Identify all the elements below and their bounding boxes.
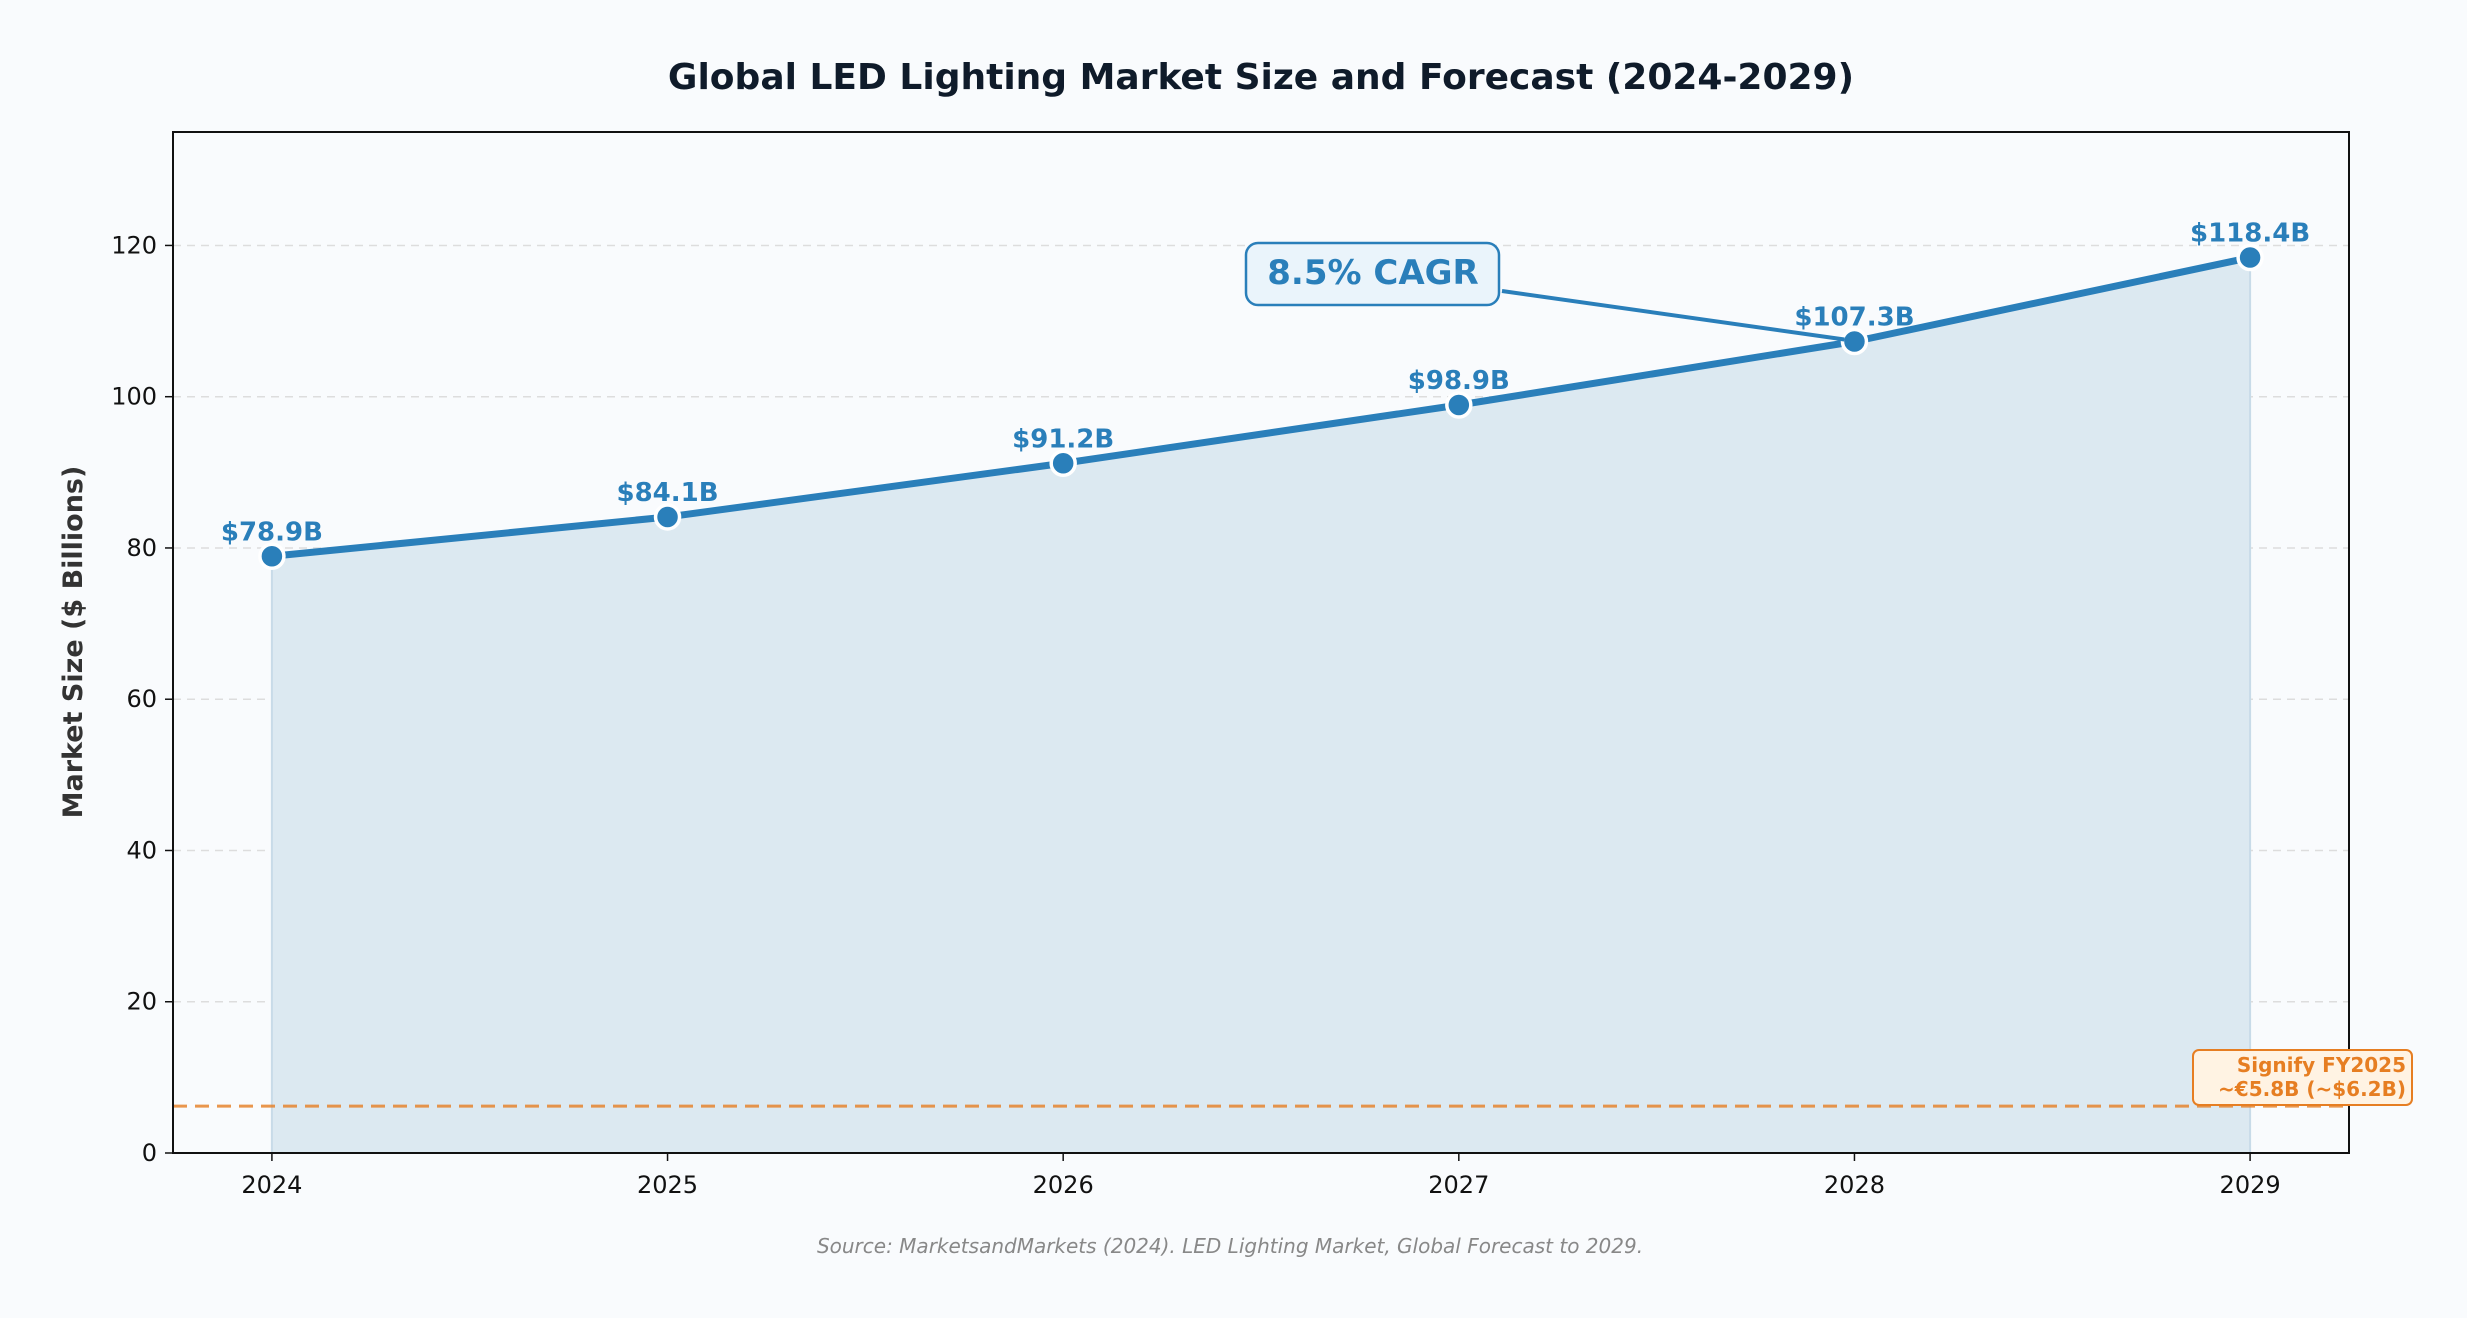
- data-point: [653, 503, 682, 531]
- data-label: $118.4B: [2190, 219, 2310, 249]
- x-tick-label: 2028: [1824, 1171, 1885, 1199]
- cagr-label: 8.5% CAGR: [1267, 253, 1479, 293]
- y-tick-label: 80: [126, 534, 157, 562]
- x-tick-label: 2025: [637, 1171, 698, 1199]
- y-tick-label: 0: [142, 1139, 157, 1167]
- signify-label-line2: ~€5.8B (~$6.2B): [2218, 1077, 2406, 1101]
- chart-title: Global LED Lighting Market Size and Fore…: [668, 57, 1854, 98]
- series-line: [271, 254, 2251, 560]
- y-tick-label: 60: [126, 685, 157, 713]
- data-label: $107.3B: [1794, 302, 1914, 332]
- source-note: Source: MarketsandMarkets (2024). LED Li…: [817, 1234, 1643, 1258]
- signify-label-line1: Signify FY2025: [2237, 1053, 2406, 1077]
- data-point: [2236, 243, 2264, 272]
- data-point: [258, 542, 286, 571]
- data-label: $84.1B: [617, 478, 719, 508]
- data-label: $78.9B: [221, 517, 323, 547]
- plot-frame: [172, 131, 2350, 1154]
- data-point: [1445, 391, 1473, 419]
- data-label: $98.9B: [1408, 366, 1510, 396]
- x-tick-label: 2026: [1033, 1171, 1094, 1199]
- cagr-box: [1244, 241, 1501, 307]
- cagr-arrow: [1501, 289, 1845, 342]
- y-tick-label: 120: [111, 231, 157, 259]
- y-tick-label: 100: [111, 383, 157, 411]
- data-point: [1840, 327, 1869, 356]
- y-axis-label: Market Size ($ Billions): [58, 466, 89, 819]
- data-label: $91.2B: [1012, 424, 1114, 454]
- signify-box: [2192, 1049, 2413, 1106]
- data-point: [1049, 449, 1077, 478]
- x-tick-label: 2024: [241, 1171, 302, 1199]
- y-tick-label: 20: [126, 988, 157, 1016]
- y-tick-label: 40: [126, 836, 157, 864]
- x-tick-label: 2029: [2220, 1171, 2281, 1199]
- x-tick-label: 2027: [1428, 1171, 1489, 1199]
